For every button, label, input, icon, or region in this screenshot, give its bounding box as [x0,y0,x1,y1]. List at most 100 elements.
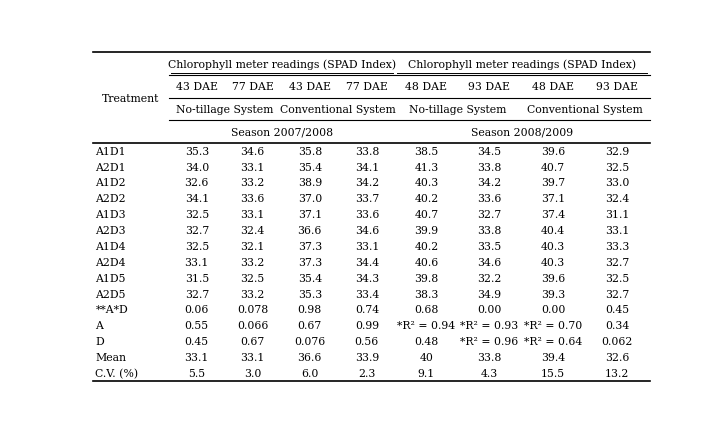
Text: A1D5: A1D5 [95,273,126,283]
Text: Chlorophyll meter readings (SPAD Index): Chlorophyll meter readings (SPAD Index) [408,59,636,70]
Text: 33.7: 33.7 [355,194,379,204]
Text: 39.7: 39.7 [541,178,565,188]
Text: 33.8: 33.8 [477,226,502,236]
Text: 33.3: 33.3 [605,241,630,252]
Text: 37.1: 37.1 [541,194,565,204]
Text: 33.6: 33.6 [355,210,379,220]
Text: 35.4: 35.4 [298,162,322,172]
Text: 32.7: 32.7 [184,289,209,299]
Text: Season 2008/2009: Season 2008/2009 [471,127,573,137]
Text: Treatment: Treatment [102,93,160,103]
Text: 32.7: 32.7 [605,289,630,299]
Text: 0.00: 0.00 [477,305,502,315]
Text: 33.1: 33.1 [184,257,209,267]
Text: 32.5: 32.5 [184,210,209,220]
Text: *R² = 0.96: *R² = 0.96 [460,336,518,347]
Text: 33.2: 33.2 [241,178,265,188]
Text: A1D3: A1D3 [95,210,126,220]
Text: 40.4: 40.4 [541,226,565,236]
Text: 33.1: 33.1 [241,210,265,220]
Text: A: A [95,321,103,331]
Text: D: D [95,336,104,347]
Text: Mean: Mean [95,352,127,362]
Text: 33.8: 33.8 [477,162,502,172]
Text: 40.2: 40.2 [414,241,438,252]
Text: 32.5: 32.5 [605,162,630,172]
Text: 43 DAE: 43 DAE [288,82,331,92]
Text: 6.0: 6.0 [301,368,318,378]
Text: 93 DAE: 93 DAE [596,82,638,92]
Text: 33.6: 33.6 [477,194,502,204]
Text: 39.6: 39.6 [541,146,565,157]
Text: *R² = 0.94: *R² = 0.94 [397,321,455,331]
Text: 0.67: 0.67 [298,321,322,331]
Text: 31.1: 31.1 [605,210,630,220]
Text: 34.6: 34.6 [241,146,265,157]
Text: 32.9: 32.9 [605,146,630,157]
Text: 5.5: 5.5 [188,368,205,378]
Text: 40.3: 40.3 [414,178,438,188]
Text: 0.00: 0.00 [541,305,565,315]
Text: 37.4: 37.4 [541,210,565,220]
Text: A1D1: A1D1 [95,146,126,157]
Text: 0.99: 0.99 [355,321,379,331]
Text: 0.56: 0.56 [355,336,379,347]
Text: A1D4: A1D4 [95,241,126,252]
Text: 35.3: 35.3 [298,289,322,299]
Text: 31.5: 31.5 [184,273,209,283]
Text: 77 DAE: 77 DAE [232,82,274,92]
Text: 33.8: 33.8 [355,146,379,157]
Text: 34.1: 34.1 [184,194,209,204]
Text: 39.4: 39.4 [541,352,565,362]
Text: 33.1: 33.1 [241,352,265,362]
Text: 0.67: 0.67 [241,336,265,347]
Text: 32.1: 32.1 [241,241,265,252]
Text: 34.2: 34.2 [355,178,379,188]
Text: 32.6: 32.6 [605,352,630,362]
Text: 33.1: 33.1 [605,226,630,236]
Text: 33.4: 33.4 [355,289,379,299]
Text: 0.066: 0.066 [237,321,268,331]
Text: **A*D: **A*D [95,305,128,315]
Text: 48 DAE: 48 DAE [406,82,448,92]
Text: 0.98: 0.98 [298,305,322,315]
Text: 32.7: 32.7 [605,257,630,267]
Text: 0.45: 0.45 [184,336,209,347]
Text: 9.1: 9.1 [418,368,435,378]
Text: 35.3: 35.3 [184,146,209,157]
Text: 33.0: 33.0 [605,178,630,188]
Text: 35.8: 35.8 [298,146,322,157]
Text: 93 DAE: 93 DAE [469,82,510,92]
Text: 0.06: 0.06 [184,305,209,315]
Text: No-tillage System: No-tillage System [409,104,507,114]
Text: 39.8: 39.8 [414,273,438,283]
Text: 36.6: 36.6 [298,226,322,236]
Text: 40.2: 40.2 [414,194,438,204]
Text: 34.5: 34.5 [477,146,501,157]
Text: 32.4: 32.4 [605,194,630,204]
Text: 34.6: 34.6 [477,257,502,267]
Text: 33.5: 33.5 [477,241,502,252]
Text: 40.3: 40.3 [541,241,565,252]
Text: 34.4: 34.4 [355,257,379,267]
Text: 34.1: 34.1 [355,162,379,172]
Text: 32.2: 32.2 [477,273,502,283]
Text: Conventional System: Conventional System [280,104,395,114]
Text: 33.1: 33.1 [184,352,209,362]
Text: 40.7: 40.7 [541,162,565,172]
Text: 33.1: 33.1 [355,241,379,252]
Text: 0.062: 0.062 [602,336,633,347]
Text: 2.3: 2.3 [358,368,375,378]
Text: 34.3: 34.3 [355,273,379,283]
Text: 41.3: 41.3 [414,162,438,172]
Text: 39.3: 39.3 [541,289,565,299]
Text: 32.7: 32.7 [477,210,502,220]
Text: 38.3: 38.3 [414,289,439,299]
Text: 0.74: 0.74 [355,305,379,315]
Text: 37.3: 37.3 [298,241,322,252]
Text: 0.55: 0.55 [184,321,209,331]
Text: 32.4: 32.4 [241,226,265,236]
Text: 15.5: 15.5 [541,368,565,378]
Text: 33.1: 33.1 [241,162,265,172]
Text: A2D1: A2D1 [95,162,126,172]
